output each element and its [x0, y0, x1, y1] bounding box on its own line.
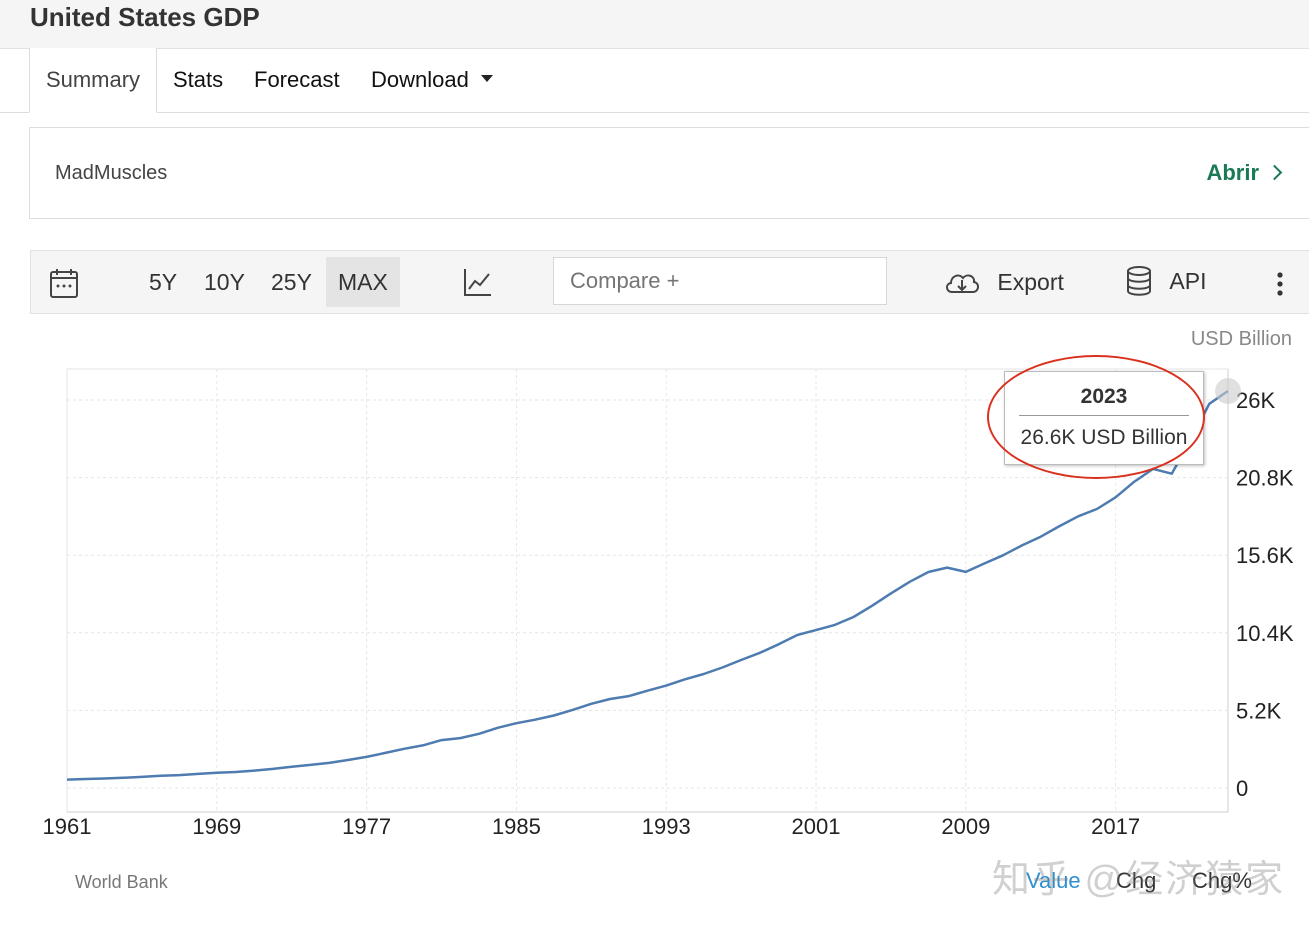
cloud-download-icon	[946, 274, 979, 293]
range-5y-button[interactable]: 5Y	[149, 269, 178, 295]
x-tick-label-1977: 1977	[342, 814, 391, 839]
more-options-icon[interactable]	[1276, 271, 1284, 303]
range-max-button[interactable]: MAX	[326, 257, 400, 307]
source-label: World Bank	[75, 872, 168, 892]
x-axis-ticks: 1961 1969 1977 1985 1993 2001 2009 2017	[43, 814, 1141, 839]
caret-down-icon	[480, 74, 493, 82]
ad-banner: MadMuscles Abrir	[29, 127, 1309, 219]
title-bar: United States GDP	[0, 0, 1309, 49]
legend-chg-pct[interactable]: Chg%	[1192, 868, 1252, 893]
chevron-right-icon	[1266, 164, 1283, 181]
y-tick-label-0: 0	[1236, 776, 1248, 801]
x-tick-label-1993: 1993	[642, 814, 691, 839]
tab-stats[interactable]: Stats	[173, 67, 224, 92]
range-10y-button[interactable]: 10Y	[204, 269, 245, 295]
y-tick-label-2: 10.4K	[1236, 621, 1294, 646]
database-icon	[1127, 266, 1151, 296]
x-tick-label-2001: 2001	[792, 814, 841, 839]
export-label: Export	[997, 268, 1064, 295]
compare-input[interactable]	[553, 257, 887, 305]
legend-value[interactable]: Value	[1026, 868, 1081, 893]
ad-name: MadMuscles	[55, 162, 168, 184]
red-circle-annotation	[987, 355, 1205, 479]
y-tick-label-1: 5.2K	[1236, 698, 1282, 723]
tabs-bar: Summary Stats Forecast Download	[0, 48, 1309, 113]
page-title: United States GDP	[30, 2, 260, 32]
y-tick-label-4: 20.8K	[1236, 466, 1294, 491]
y-tick-label-3: 15.6K	[1236, 543, 1294, 568]
calendar-icon[interactable]	[49, 267, 79, 305]
ad-open-link[interactable]: Abrir	[1206, 160, 1283, 186]
x-tick-label-1985: 1985	[492, 814, 541, 839]
export-button[interactable]: Export	[943, 267, 1064, 297]
line-chart-icon[interactable]	[463, 267, 493, 303]
api-label: API	[1169, 267, 1207, 294]
x-tick-label-1969: 1969	[192, 814, 241, 839]
x-tick-label-2017: 2017	[1091, 814, 1140, 839]
x-tick-label-2009: 2009	[941, 814, 990, 839]
y-axis-ticks: 0 5.2K 10.4K 15.6K 20.8K 26K	[1236, 388, 1294, 801]
tab-download[interactable]: Download	[371, 48, 493, 112]
y-tick-label-5: 26K	[1236, 388, 1275, 413]
tab-forecast[interactable]: Forecast	[254, 67, 340, 92]
range-25y-button[interactable]: 25Y	[271, 269, 312, 295]
hover-marker	[1215, 378, 1241, 405]
api-button[interactable]: API	[1125, 265, 1206, 297]
ad-open-label: Abrir	[1206, 160, 1259, 185]
watermark: 知乎 @经济猿家	[992, 859, 1286, 901]
unit-label: USD Billion	[1190, 328, 1292, 350]
chart-toolbar: 5Y 10Y 25Y MAX Export API	[30, 250, 1309, 314]
tab-summary[interactable]: Summary	[29, 48, 157, 113]
legend-chg[interactable]: Chg	[1116, 868, 1157, 893]
x-tick-label-1961: 1961	[43, 814, 92, 839]
tab-download-label: Download	[371, 67, 469, 92]
